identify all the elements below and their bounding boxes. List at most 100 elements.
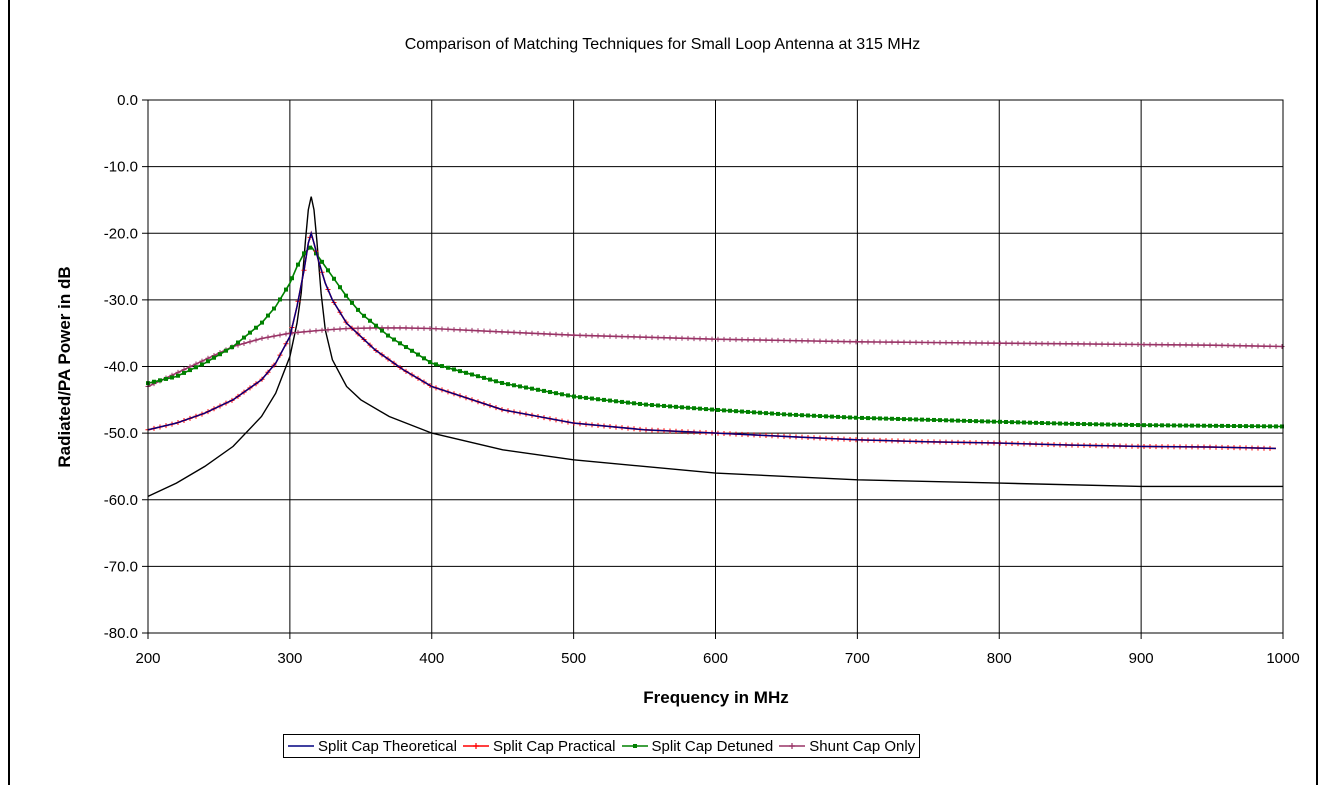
data-point bbox=[577, 332, 583, 338]
data-point bbox=[571, 332, 577, 338]
data-point bbox=[565, 332, 571, 338]
data-point bbox=[404, 345, 408, 350]
data-point bbox=[1124, 422, 1128, 427]
data-point bbox=[517, 330, 523, 336]
data-point bbox=[871, 339, 877, 345]
x-tick-label: 800 bbox=[987, 650, 1012, 667]
data-point bbox=[890, 416, 894, 421]
data-point bbox=[757, 337, 763, 343]
data-point bbox=[662, 403, 666, 408]
data-point bbox=[1076, 421, 1080, 426]
data-point bbox=[535, 331, 541, 337]
data-point bbox=[296, 262, 300, 267]
data-point bbox=[704, 407, 708, 412]
data-point bbox=[1051, 341, 1057, 347]
data-point bbox=[956, 418, 960, 423]
data-point bbox=[613, 333, 619, 339]
data-point bbox=[986, 419, 990, 424]
data-point bbox=[320, 259, 324, 264]
data-point bbox=[680, 405, 684, 410]
data-point bbox=[667, 335, 673, 341]
data-point bbox=[542, 388, 546, 393]
data-point bbox=[877, 339, 883, 345]
data-point bbox=[1046, 421, 1050, 426]
data-point bbox=[998, 419, 1002, 424]
data-point bbox=[1160, 423, 1164, 428]
data-point bbox=[356, 307, 360, 312]
data-point bbox=[679, 335, 685, 341]
data-point bbox=[1184, 423, 1188, 428]
data-point bbox=[230, 345, 234, 350]
data-point bbox=[572, 394, 576, 399]
data-point bbox=[716, 407, 720, 412]
data-point bbox=[1261, 343, 1267, 349]
data-point bbox=[1171, 342, 1177, 348]
chart-frame bbox=[8, 0, 1318, 785]
data-point bbox=[889, 339, 895, 345]
data-point bbox=[200, 362, 204, 367]
data-point bbox=[553, 331, 559, 337]
data-point bbox=[469, 327, 475, 333]
data-point bbox=[1106, 422, 1110, 427]
data-point bbox=[1142, 423, 1146, 428]
data-point bbox=[433, 326, 439, 332]
data-point bbox=[727, 336, 733, 342]
data-point bbox=[643, 334, 649, 340]
data-point bbox=[1094, 422, 1098, 427]
data-point bbox=[1189, 342, 1195, 348]
data-point bbox=[1279, 343, 1285, 349]
data-point bbox=[601, 333, 607, 339]
data-point bbox=[631, 334, 637, 340]
data-point bbox=[1112, 422, 1116, 427]
data-point bbox=[836, 414, 840, 419]
data-point bbox=[824, 414, 828, 419]
data-point bbox=[547, 331, 553, 337]
data-point bbox=[1196, 423, 1200, 428]
data-point bbox=[1004, 419, 1008, 424]
data-point bbox=[842, 415, 846, 420]
data-point bbox=[500, 380, 504, 385]
data-point bbox=[685, 335, 691, 341]
data-point bbox=[775, 337, 781, 343]
data-point bbox=[607, 333, 613, 339]
data-point bbox=[487, 328, 493, 334]
x-axis-label: Frequency in MHz bbox=[643, 688, 788, 707]
data-point bbox=[1093, 341, 1099, 347]
data-point bbox=[446, 365, 450, 370]
data-point bbox=[794, 412, 798, 417]
data-point bbox=[1105, 341, 1111, 347]
data-point bbox=[853, 339, 859, 345]
data-point bbox=[493, 329, 499, 335]
data-point bbox=[841, 339, 847, 345]
legend-label: Split Cap Detuned bbox=[651, 737, 774, 755]
data-point bbox=[985, 340, 991, 346]
data-point bbox=[218, 352, 222, 357]
data-point bbox=[283, 331, 289, 337]
data-point bbox=[332, 276, 336, 281]
legend-label: Split Cap Practical bbox=[492, 737, 616, 755]
data-point bbox=[194, 365, 198, 370]
data-point bbox=[847, 339, 853, 345]
data-point bbox=[470, 372, 474, 377]
data-point bbox=[188, 368, 192, 373]
data-point bbox=[619, 334, 625, 340]
data-point bbox=[805, 338, 811, 344]
data-point bbox=[1003, 340, 1009, 346]
data-point bbox=[271, 333, 277, 339]
data-point bbox=[236, 340, 240, 345]
data-point bbox=[308, 245, 312, 250]
data-point bbox=[997, 340, 1003, 346]
data-point bbox=[530, 386, 534, 391]
data-point bbox=[1021, 340, 1027, 346]
data-point bbox=[170, 375, 174, 380]
y-tick-label: -70.0 bbox=[104, 558, 138, 575]
data-point bbox=[758, 410, 762, 415]
data-point bbox=[277, 332, 283, 338]
data-point bbox=[896, 416, 900, 421]
data-point bbox=[182, 370, 186, 375]
data-point bbox=[361, 325, 367, 331]
data-point bbox=[499, 329, 505, 335]
data-point bbox=[445, 326, 451, 332]
data-point bbox=[541, 331, 547, 337]
data-point bbox=[1111, 341, 1117, 347]
